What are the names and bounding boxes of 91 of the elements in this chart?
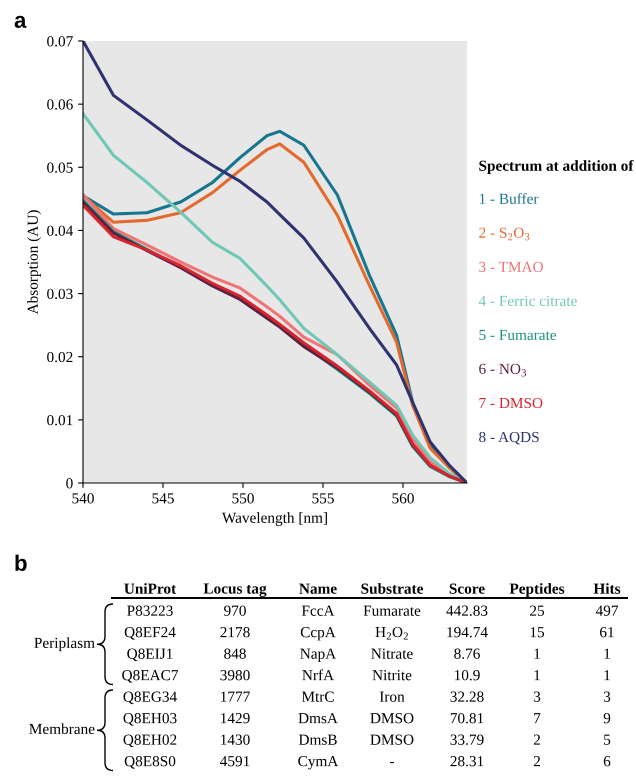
y-tick-label: 0.03 bbox=[47, 288, 73, 300]
text: 9 bbox=[604, 713, 610, 724]
text: 4 - Ferric citrate bbox=[478, 296, 577, 306]
x-tick-label: 560 bbox=[392, 493, 414, 504]
text: 32.28 bbox=[450, 692, 484, 702]
text: 1430 bbox=[221, 734, 250, 745]
text: 70.81 bbox=[450, 713, 484, 724]
category-label: UniProt bbox=[124, 583, 176, 594]
text: 61 bbox=[600, 627, 614, 638]
text: Q8EG34 bbox=[123, 692, 177, 704]
legend-title: Spectrum at addition of bbox=[479, 160, 634, 174]
text: b bbox=[15, 554, 27, 571]
text: 1 bbox=[604, 670, 610, 680]
text: 1 bbox=[534, 648, 540, 659]
text: 1 - Buffer bbox=[480, 193, 538, 204]
text: 3980 bbox=[220, 670, 250, 680]
chart-title: a bbox=[14, 16, 26, 28]
y-tick-label: 0.02 bbox=[47, 352, 72, 362]
text: 33.79 bbox=[450, 734, 484, 745]
text: Q8EAC7 bbox=[122, 670, 178, 683]
y-tick-label: 0.05 bbox=[47, 162, 73, 173]
text: - bbox=[390, 762, 394, 764]
category-label: Score bbox=[450, 584, 485, 594]
text: Q8EF24 bbox=[124, 627, 176, 640]
y-tick-label: 0 bbox=[66, 478, 73, 488]
text: 2 - S$_{2}$O$_{3}$ bbox=[479, 228, 530, 240]
text: Iron bbox=[380, 692, 404, 702]
category-label: Locus tag bbox=[204, 584, 266, 597]
text: 6 - NO$_{3}$ bbox=[479, 364, 526, 376]
y-tick-label: 0.07 bbox=[47, 36, 73, 47]
text: H$_{2}$O$_{2}$ bbox=[375, 626, 408, 640]
text: 5 bbox=[604, 734, 610, 745]
text: 970 bbox=[224, 606, 246, 616]
category-label: Peptides bbox=[510, 583, 564, 597]
text: 2 bbox=[534, 756, 540, 766]
text: MtrC bbox=[302, 692, 334, 702]
y-axis-title: Absorption (AU) bbox=[27, 210, 41, 314]
category-label: Membrane bbox=[29, 723, 94, 734]
text: P83223 bbox=[127, 606, 173, 616]
text: Q8EH02 bbox=[123, 734, 176, 748]
text: 497 bbox=[596, 606, 618, 616]
x-axis-title: Wavelength [nm] bbox=[222, 512, 327, 526]
text: NrfA bbox=[302, 669, 334, 680]
text: 2178 bbox=[220, 627, 250, 638]
x-tick-label: 555 bbox=[312, 493, 334, 504]
text: NapA bbox=[300, 648, 336, 662]
y-tick-label: 0.04 bbox=[47, 226, 74, 236]
text: Q8E8S0 bbox=[124, 756, 176, 769]
text: 7 - DMSO bbox=[480, 398, 542, 408]
x-tick-label: 550 bbox=[232, 493, 254, 504]
text: 3 bbox=[534, 692, 540, 702]
category-label: Name bbox=[299, 584, 337, 594]
text: 3 - TMAO bbox=[479, 262, 543, 272]
category-label: Substrate bbox=[361, 583, 424, 594]
text: DmsA bbox=[298, 713, 338, 724]
text: 6 bbox=[604, 756, 610, 766]
text: 1 bbox=[534, 670, 540, 680]
text: CcpA bbox=[300, 627, 336, 640]
text: 28.31 bbox=[450, 756, 484, 766]
text: 1777 bbox=[221, 692, 250, 702]
text: 194.74 bbox=[447, 627, 488, 638]
x-tick-label: 545 bbox=[152, 493, 174, 504]
text: 15 bbox=[530, 627, 544, 638]
text: Q8EH03 bbox=[123, 713, 177, 726]
text: FccA bbox=[302, 606, 334, 616]
category-label: Hits bbox=[594, 583, 620, 594]
text: 442.83 bbox=[446, 606, 488, 616]
text: Q8EIJ1 bbox=[127, 648, 172, 662]
text: 2 bbox=[534, 734, 540, 745]
x-tick-label: 540 bbox=[72, 493, 94, 504]
text: 25 bbox=[530, 606, 544, 616]
text: DmsB bbox=[298, 734, 337, 745]
text: 1429 bbox=[221, 713, 250, 724]
text: Nitrite bbox=[372, 670, 412, 680]
text: 10.9 bbox=[454, 670, 480, 680]
y-tick-label: 0.06 bbox=[47, 99, 73, 110]
text: 848 bbox=[224, 648, 246, 659]
text: 8 - AQDS bbox=[479, 432, 539, 445]
text: 8.76 bbox=[454, 648, 480, 659]
text: Nitrate bbox=[371, 648, 413, 659]
text: DMSO bbox=[370, 734, 414, 745]
text: 5 - Fumarate bbox=[479, 330, 556, 340]
y-tick-label: 0.01 bbox=[47, 415, 72, 426]
text: 4591 bbox=[220, 756, 250, 766]
text: 3 bbox=[604, 692, 610, 702]
text: Fumarate bbox=[364, 606, 420, 616]
text: 7 bbox=[534, 713, 540, 724]
text: CymA bbox=[298, 756, 338, 770]
category-label: Periplasm bbox=[34, 637, 95, 652]
text: 1 bbox=[604, 648, 610, 659]
text: DMSO bbox=[370, 713, 414, 724]
